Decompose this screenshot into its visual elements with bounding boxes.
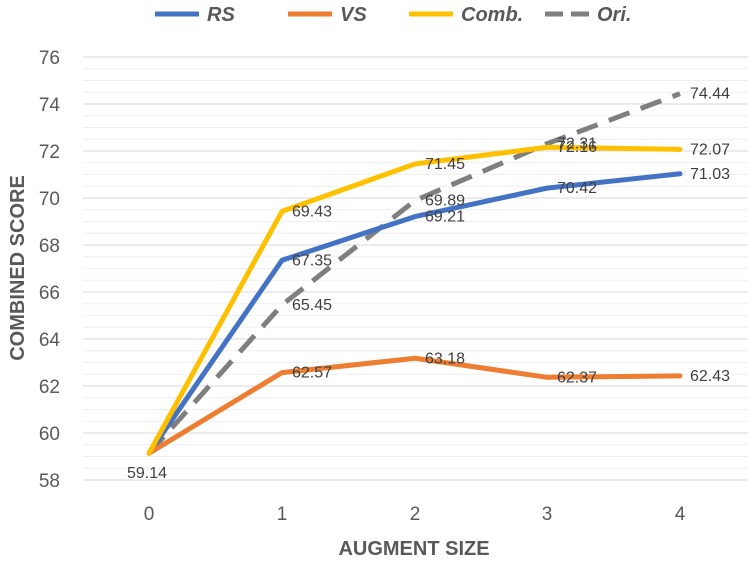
data-label: 62.43 (690, 368, 730, 385)
series-line-rs (146, 171, 683, 456)
series-lines (146, 91, 683, 456)
y-axis-title: COMBINED SCORE (7, 175, 29, 361)
y-tick-label: 62 (39, 377, 60, 398)
data-label: 74.44 (690, 86, 730, 103)
data-label: 65.45 (292, 297, 332, 314)
legend-label: Ori. (597, 4, 631, 26)
data-label: 62.57 (292, 365, 332, 382)
y-tick-label: 60 (39, 424, 60, 445)
y-tick-label: 72 (39, 142, 60, 163)
y-tick-label: 66 (39, 283, 60, 304)
x-tick-label: 0 (144, 504, 155, 525)
data-label: 70.42 (557, 180, 597, 197)
data-label: 72.07 (690, 141, 730, 158)
y-tick-label: 76 (39, 48, 60, 69)
legend-label: Comb. (461, 4, 523, 26)
data-label: 69.89 (425, 193, 465, 210)
y-tick-label: 74 (39, 95, 61, 116)
x-axis-ticks: 0 1 2 3 4 (144, 504, 686, 525)
data-label: 72.16 (557, 139, 597, 156)
y-tick-label: 64 (39, 330, 61, 351)
legend-label: VS (340, 4, 367, 26)
series-line-ori (147, 91, 681, 455)
data-label: 69.43 (292, 203, 332, 220)
series-line-comb (146, 144, 683, 456)
legend-label: RS (207, 4, 235, 26)
data-label: 71.45 (425, 156, 465, 173)
x-tick-label: 4 (675, 504, 686, 525)
data-label: 71.03 (690, 166, 730, 183)
x-tick-label: 2 (410, 504, 421, 525)
y-tick-label: 68 (39, 236, 60, 257)
y-tick-label: 70 (39, 189, 60, 210)
x-tick-label: 3 (542, 504, 553, 525)
series-line-vs (146, 355, 683, 456)
data-label: 67.35 (292, 252, 332, 269)
y-tick-label: 58 (39, 471, 60, 492)
data-label: 59.14 (127, 465, 167, 482)
data-label: 72.31 (557, 136, 597, 153)
legend: RS VS Comb. Ori. (155, 4, 631, 26)
data-label: 63.18 (425, 350, 465, 367)
x-tick-label: 1 (277, 504, 288, 525)
data-labels: 67.35 69.21 70.42 71.03 59.14 62.57 63.18 62.37… (127, 86, 730, 483)
y-axis-ticks: 58 60 62 64 66 68 70 72 74 76 (39, 48, 61, 492)
data-label: 69.21 (425, 209, 465, 226)
x-axis-title: AUGMENT SIZE (338, 538, 489, 560)
data-label: 62.37 (557, 369, 597, 386)
